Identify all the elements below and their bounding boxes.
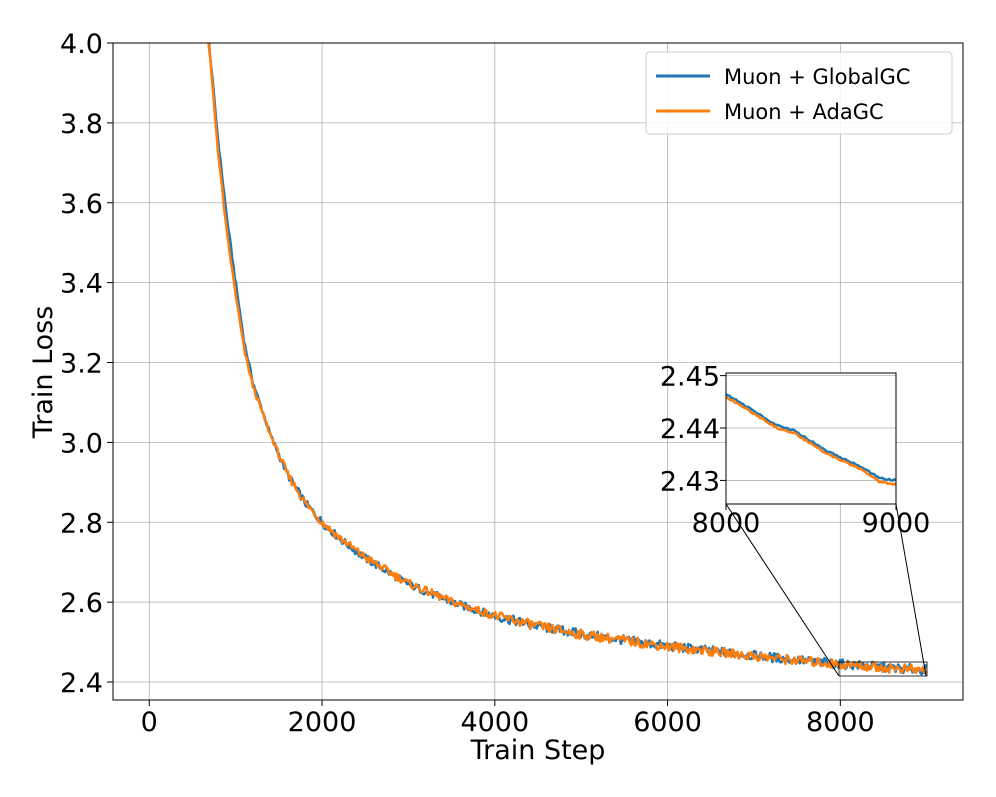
main-ticks: 0 2000 4000 6000 8000 2.4 2.6 2.8 3.0 3.2 3.4 3.6 3.… (60, 29, 875, 738)
inset-series-line-adagc (726, 396, 896, 486)
inset-ticks: 2.43 2.44 2.45 8000 9000 (660, 362, 930, 539)
inset-grid (726, 375, 896, 481)
inset-y-tick-label: 2.44 (660, 414, 720, 445)
x-tick-label: 2000 (288, 707, 357, 738)
x-tick-label: 4000 (460, 707, 529, 738)
x-tick-label: 8000 (806, 707, 875, 738)
inset-y-tick-label: 2.45 (660, 362, 720, 393)
inset-frame (725, 372, 897, 505)
x-tick-label: 0 (141, 707, 158, 738)
inset-connector-right (895, 503, 927, 677)
inset-series (726, 393, 896, 486)
legend-label-adagc: Muon + AdaGC (724, 100, 884, 124)
y-tick-label: 3.8 (60, 109, 103, 140)
inset-x-tick-label: 9000 (862, 508, 931, 539)
y-tick-label: 3.4 (60, 269, 103, 300)
x-axis-label: Train Step (470, 735, 606, 766)
y-tick-label: 3.0 (60, 428, 103, 459)
inset-y-tick-label: 2.43 (660, 466, 720, 497)
inset-background (726, 373, 896, 504)
legend-box (645, 51, 953, 135)
inset-connector-left (725, 503, 840, 677)
legend: Muon + GlobalGC Muon + AdaGC (645, 51, 953, 135)
y-tick-label: 3.6 (60, 189, 103, 220)
y-tick-label: 4.0 (60, 29, 103, 60)
plot-frame (112, 42, 964, 701)
inset-zoom-region (838, 661, 928, 677)
y-tick-label: 2.6 (60, 588, 103, 619)
y-axis-label: Train Loss (28, 306, 59, 440)
x-tick-label: 6000 (633, 707, 702, 738)
legend-label-globalgc: Muon + GlobalGC (724, 65, 910, 89)
series-line-adagc (207, 43, 928, 675)
y-tick-label: 2.8 (60, 508, 103, 539)
main-series (207, 43, 928, 676)
inset-x-tick-label: 8000 (692, 508, 761, 539)
y-tick-label: 2.4 (60, 668, 103, 699)
y-tick-label: 3.2 (60, 349, 103, 380)
